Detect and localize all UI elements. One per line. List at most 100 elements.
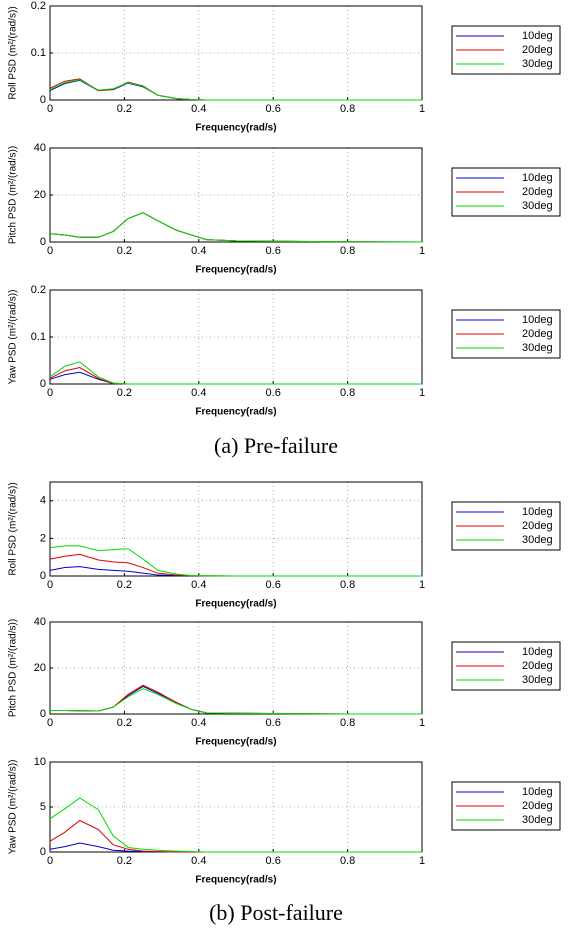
x-tick-label: 0.6 bbox=[266, 855, 281, 867]
x-tick-label: 0.8 bbox=[340, 387, 355, 399]
y-axis-label: Yaw PSD (m²/(rad/s)) bbox=[8, 290, 19, 385]
legend-label: 10deg bbox=[522, 646, 553, 658]
x-tick-label: 0.2 bbox=[117, 855, 132, 867]
x-axis-label: Frequency(rad/s) bbox=[195, 265, 276, 276]
series-line bbox=[49, 797, 422, 853]
x-tick-label: 0 bbox=[47, 717, 53, 729]
x-tick-label: 0.6 bbox=[266, 579, 281, 591]
x-tick-label: 1 bbox=[419, 387, 425, 399]
legend-label: 20deg bbox=[522, 44, 553, 56]
x-tick-label: 0.8 bbox=[340, 103, 355, 115]
legend-label: 10deg bbox=[522, 506, 553, 518]
y-tick-label: 20 bbox=[34, 662, 46, 674]
legend-label: 20deg bbox=[522, 660, 553, 672]
y-tick-label: 4 bbox=[40, 495, 46, 507]
y-tick-label: 0 bbox=[40, 236, 46, 248]
x-tick-label: 1 bbox=[419, 717, 425, 729]
x-tick-label: 0.8 bbox=[340, 855, 355, 867]
x-tick-label: 0 bbox=[47, 855, 53, 867]
y-tick-label: 10 bbox=[34, 756, 46, 768]
x-tick-label: 0.4 bbox=[191, 717, 206, 729]
series-line bbox=[49, 212, 423, 243]
x-tick-label: 0.4 bbox=[191, 103, 206, 115]
legend-label: 30deg bbox=[522, 58, 553, 70]
y-tick-label: 0 bbox=[40, 708, 46, 720]
x-tick-label: 1 bbox=[419, 855, 425, 867]
legend-label: 10deg bbox=[522, 314, 553, 326]
y-tick-label: 0.1 bbox=[31, 47, 46, 59]
x-tick-label: 0.4 bbox=[191, 245, 206, 257]
y-tick-label: 0.2 bbox=[31, 284, 46, 296]
legend-label: 30deg bbox=[522, 200, 553, 212]
plot-area bbox=[50, 622, 422, 714]
series-line bbox=[49, 361, 422, 385]
x-tick-label: 0.4 bbox=[191, 387, 206, 399]
plot-area bbox=[50, 148, 422, 242]
x-tick-label: 0.4 bbox=[191, 579, 206, 591]
x-axis-label: Frequency(rad/s) bbox=[195, 599, 276, 610]
x-tick-label: 0 bbox=[47, 579, 53, 591]
caption: (b) Post-failure bbox=[209, 900, 343, 925]
series-line bbox=[49, 79, 422, 101]
x-tick-label: 0.6 bbox=[266, 387, 281, 399]
y-tick-label: 40 bbox=[34, 616, 46, 628]
y-tick-label: 0.2 bbox=[31, 0, 46, 12]
x-tick-label: 0.6 bbox=[266, 103, 281, 115]
y-tick-label: 0 bbox=[40, 570, 46, 582]
y-tick-label: 5 bbox=[40, 801, 46, 813]
y-axis-label: Roll PSD (m²/(rad/s)) bbox=[8, 482, 19, 575]
y-axis-label: Pitch PSD (m²/(rad/s)) bbox=[8, 619, 19, 717]
legend-label: 30deg bbox=[522, 674, 553, 686]
x-tick-label: 0.2 bbox=[117, 579, 132, 591]
legend-label: 30deg bbox=[522, 814, 553, 826]
plot-area bbox=[50, 6, 422, 100]
y-tick-label: 20 bbox=[34, 189, 46, 201]
x-axis-label: Frequency(rad/s) bbox=[195, 123, 276, 134]
x-tick-label: 0.2 bbox=[117, 103, 132, 115]
legend-label: 10deg bbox=[522, 172, 553, 184]
x-tick-label: 1 bbox=[419, 245, 425, 257]
x-tick-label: 0 bbox=[47, 103, 53, 115]
legend-label: 20deg bbox=[522, 328, 553, 340]
x-tick-label: 0.4 bbox=[191, 855, 206, 867]
x-tick-label: 1 bbox=[419, 103, 425, 115]
x-tick-label: 0.6 bbox=[266, 717, 281, 729]
x-axis-label: Frequency(rad/s) bbox=[195, 407, 276, 418]
y-tick-label: 0 bbox=[40, 846, 46, 858]
x-tick-label: 0.2 bbox=[117, 717, 132, 729]
y-axis-label: Roll PSD (m²/(rad/s)) bbox=[8, 6, 19, 99]
series-line bbox=[50, 688, 422, 715]
y-axis-label: Pitch PSD (m²/(rad/s)) bbox=[8, 146, 19, 244]
legend-label: 20deg bbox=[522, 800, 553, 812]
y-tick-label: 2 bbox=[40, 532, 46, 544]
legend-label: 20deg bbox=[522, 186, 553, 198]
y-tick-label: 0 bbox=[40, 94, 46, 106]
legend-label: 10deg bbox=[522, 30, 553, 42]
caption: (a) Pre-failure bbox=[214, 433, 338, 458]
plot-area bbox=[50, 482, 422, 576]
x-tick-label: 0.2 bbox=[117, 245, 132, 257]
x-tick-label: 0 bbox=[47, 387, 53, 399]
legend-label: 30deg bbox=[522, 342, 553, 354]
y-axis-label: Yaw PSD (m²/(rad/s)) bbox=[8, 760, 19, 855]
legend-label: 10deg bbox=[522, 786, 553, 798]
x-tick-label: 0 bbox=[47, 245, 53, 257]
plot-frame bbox=[49, 621, 423, 715]
y-tick-label: 0.1 bbox=[31, 331, 46, 343]
x-axis-label: Frequency(rad/s) bbox=[195, 737, 276, 748]
legend-label: 20deg bbox=[522, 520, 553, 532]
x-tick-label: 1 bbox=[419, 579, 425, 591]
plot-frame bbox=[49, 147, 423, 243]
x-tick-label: 0.8 bbox=[340, 245, 355, 257]
legend-label: 30deg bbox=[522, 534, 553, 546]
plot-area bbox=[50, 762, 422, 852]
series-line bbox=[49, 545, 422, 577]
y-tick-label: 0 bbox=[40, 378, 46, 390]
x-axis-label: Frequency(rad/s) bbox=[195, 875, 276, 886]
plot-area bbox=[50, 290, 422, 384]
x-tick-label: 0.8 bbox=[340, 717, 355, 729]
x-tick-label: 0.8 bbox=[340, 579, 355, 591]
x-tick-label: 0.2 bbox=[117, 387, 132, 399]
x-tick-label: 0.6 bbox=[266, 245, 281, 257]
